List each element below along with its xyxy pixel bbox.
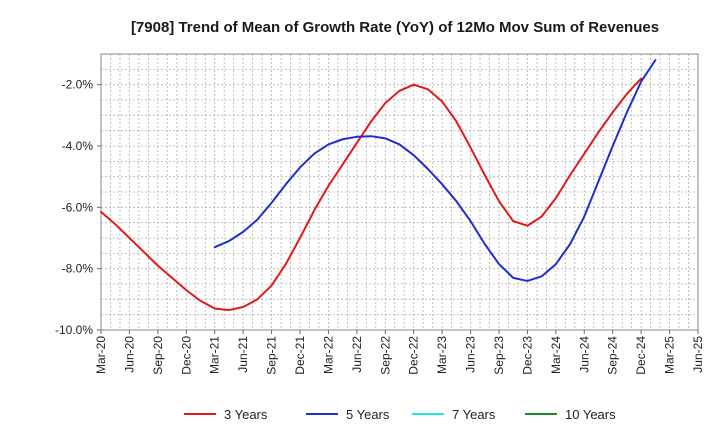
y-tick-label: -8.0% (62, 262, 94, 276)
legend-label: 3 Years (224, 407, 268, 422)
x-axis-ticks: Mar-20 Jun-20 Sep-20 Dec-20 Mar-21 Jun-21 Sep-… (94, 330, 705, 375)
y-tick-label: -6.0% (62, 200, 94, 214)
x-tick-label: Jun-21 (236, 336, 250, 373)
x-tick-label: Dec-20 (179, 336, 193, 375)
x-tick-label: Dec-24 (634, 336, 648, 375)
grid-lines (100, 53, 699, 331)
series-line-3-years (100, 77, 643, 312)
y-tick-label: -10.0% (55, 323, 93, 337)
x-tick-label: Mar-23 (435, 336, 449, 374)
x-tick-label: Jun-22 (350, 336, 364, 373)
x-tick-label: Dec-23 (520, 336, 534, 375)
legend-label: 7 Years (452, 407, 496, 422)
x-tick-label: Sep-24 (606, 336, 620, 375)
x-tick-label: Jun-25 (691, 336, 705, 373)
legend-label: 5 Years (346, 407, 390, 422)
x-tick-label: Mar-22 (321, 336, 335, 374)
x-tick-label: Sep-23 (492, 336, 506, 375)
legend: 3 Years 5 Years 7 Years 10 Years (184, 407, 616, 422)
x-tick-label: Jun-23 (464, 336, 478, 373)
x-tick-label: Jun-24 (577, 336, 591, 373)
x-tick-label: Jun-20 (122, 336, 136, 373)
x-tick-label: Dec-22 (407, 336, 421, 375)
y-tick-label: -4.0% (62, 139, 94, 153)
x-tick-label: Mar-25 (663, 336, 677, 374)
chart-title: [7908] Trend of Mean of Growth Rate (YoY… (131, 19, 659, 36)
series-lines (100, 59, 657, 312)
y-axis-ticks: -10.0% -8.0% -6.0% -4.0% -2.0% (55, 78, 101, 337)
x-tick-label: Mar-21 (208, 336, 222, 374)
plot-frame (100, 53, 699, 331)
series-line-5-years (213, 59, 657, 282)
x-tick-label: Dec-21 (293, 336, 307, 375)
x-tick-label: Sep-21 (265, 336, 279, 375)
x-tick-label: Sep-22 (378, 336, 392, 375)
legend-label: 10 Years (565, 407, 616, 422)
x-tick-label: Mar-24 (549, 336, 563, 374)
y-tick-label: -2.0% (62, 78, 94, 92)
x-tick-label: Sep-20 (151, 336, 165, 375)
x-tick-label: Mar-20 (94, 336, 108, 374)
